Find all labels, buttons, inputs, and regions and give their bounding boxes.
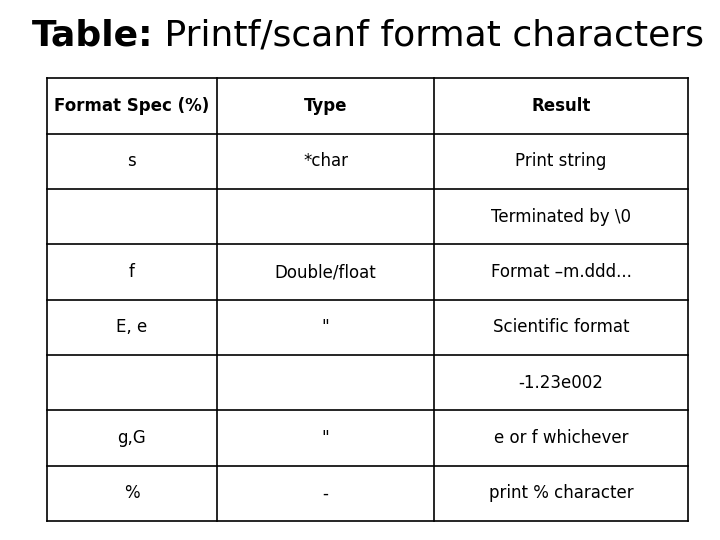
Text: f: f <box>129 263 135 281</box>
Text: -: - <box>323 484 328 502</box>
Text: Format Spec (%): Format Spec (%) <box>54 97 210 115</box>
Text: Printf/scanf format characters: Printf/scanf format characters <box>153 18 704 52</box>
Text: Type: Type <box>304 97 347 115</box>
Text: -1.23e002: -1.23e002 <box>518 374 603 391</box>
Text: E, e: E, e <box>116 319 148 336</box>
Text: Scientific format: Scientific format <box>492 319 629 336</box>
Text: e or f whichever: e or f whichever <box>494 429 629 447</box>
Text: print % character: print % character <box>489 484 634 502</box>
Text: Double/float: Double/float <box>274 263 377 281</box>
Text: *char: *char <box>303 152 348 170</box>
Text: g,G: g,G <box>117 429 146 447</box>
Text: ": " <box>322 319 330 336</box>
Text: ": " <box>322 429 330 447</box>
Text: Result: Result <box>531 97 590 115</box>
Text: Table:: Table: <box>32 18 153 52</box>
Text: s: s <box>127 152 136 170</box>
Text: Format –m.ddd...: Format –m.ddd... <box>490 263 631 281</box>
Text: %: % <box>124 484 140 502</box>
Text: Terminated by \0: Terminated by \0 <box>491 208 631 226</box>
Text: Print string: Print string <box>516 152 607 170</box>
